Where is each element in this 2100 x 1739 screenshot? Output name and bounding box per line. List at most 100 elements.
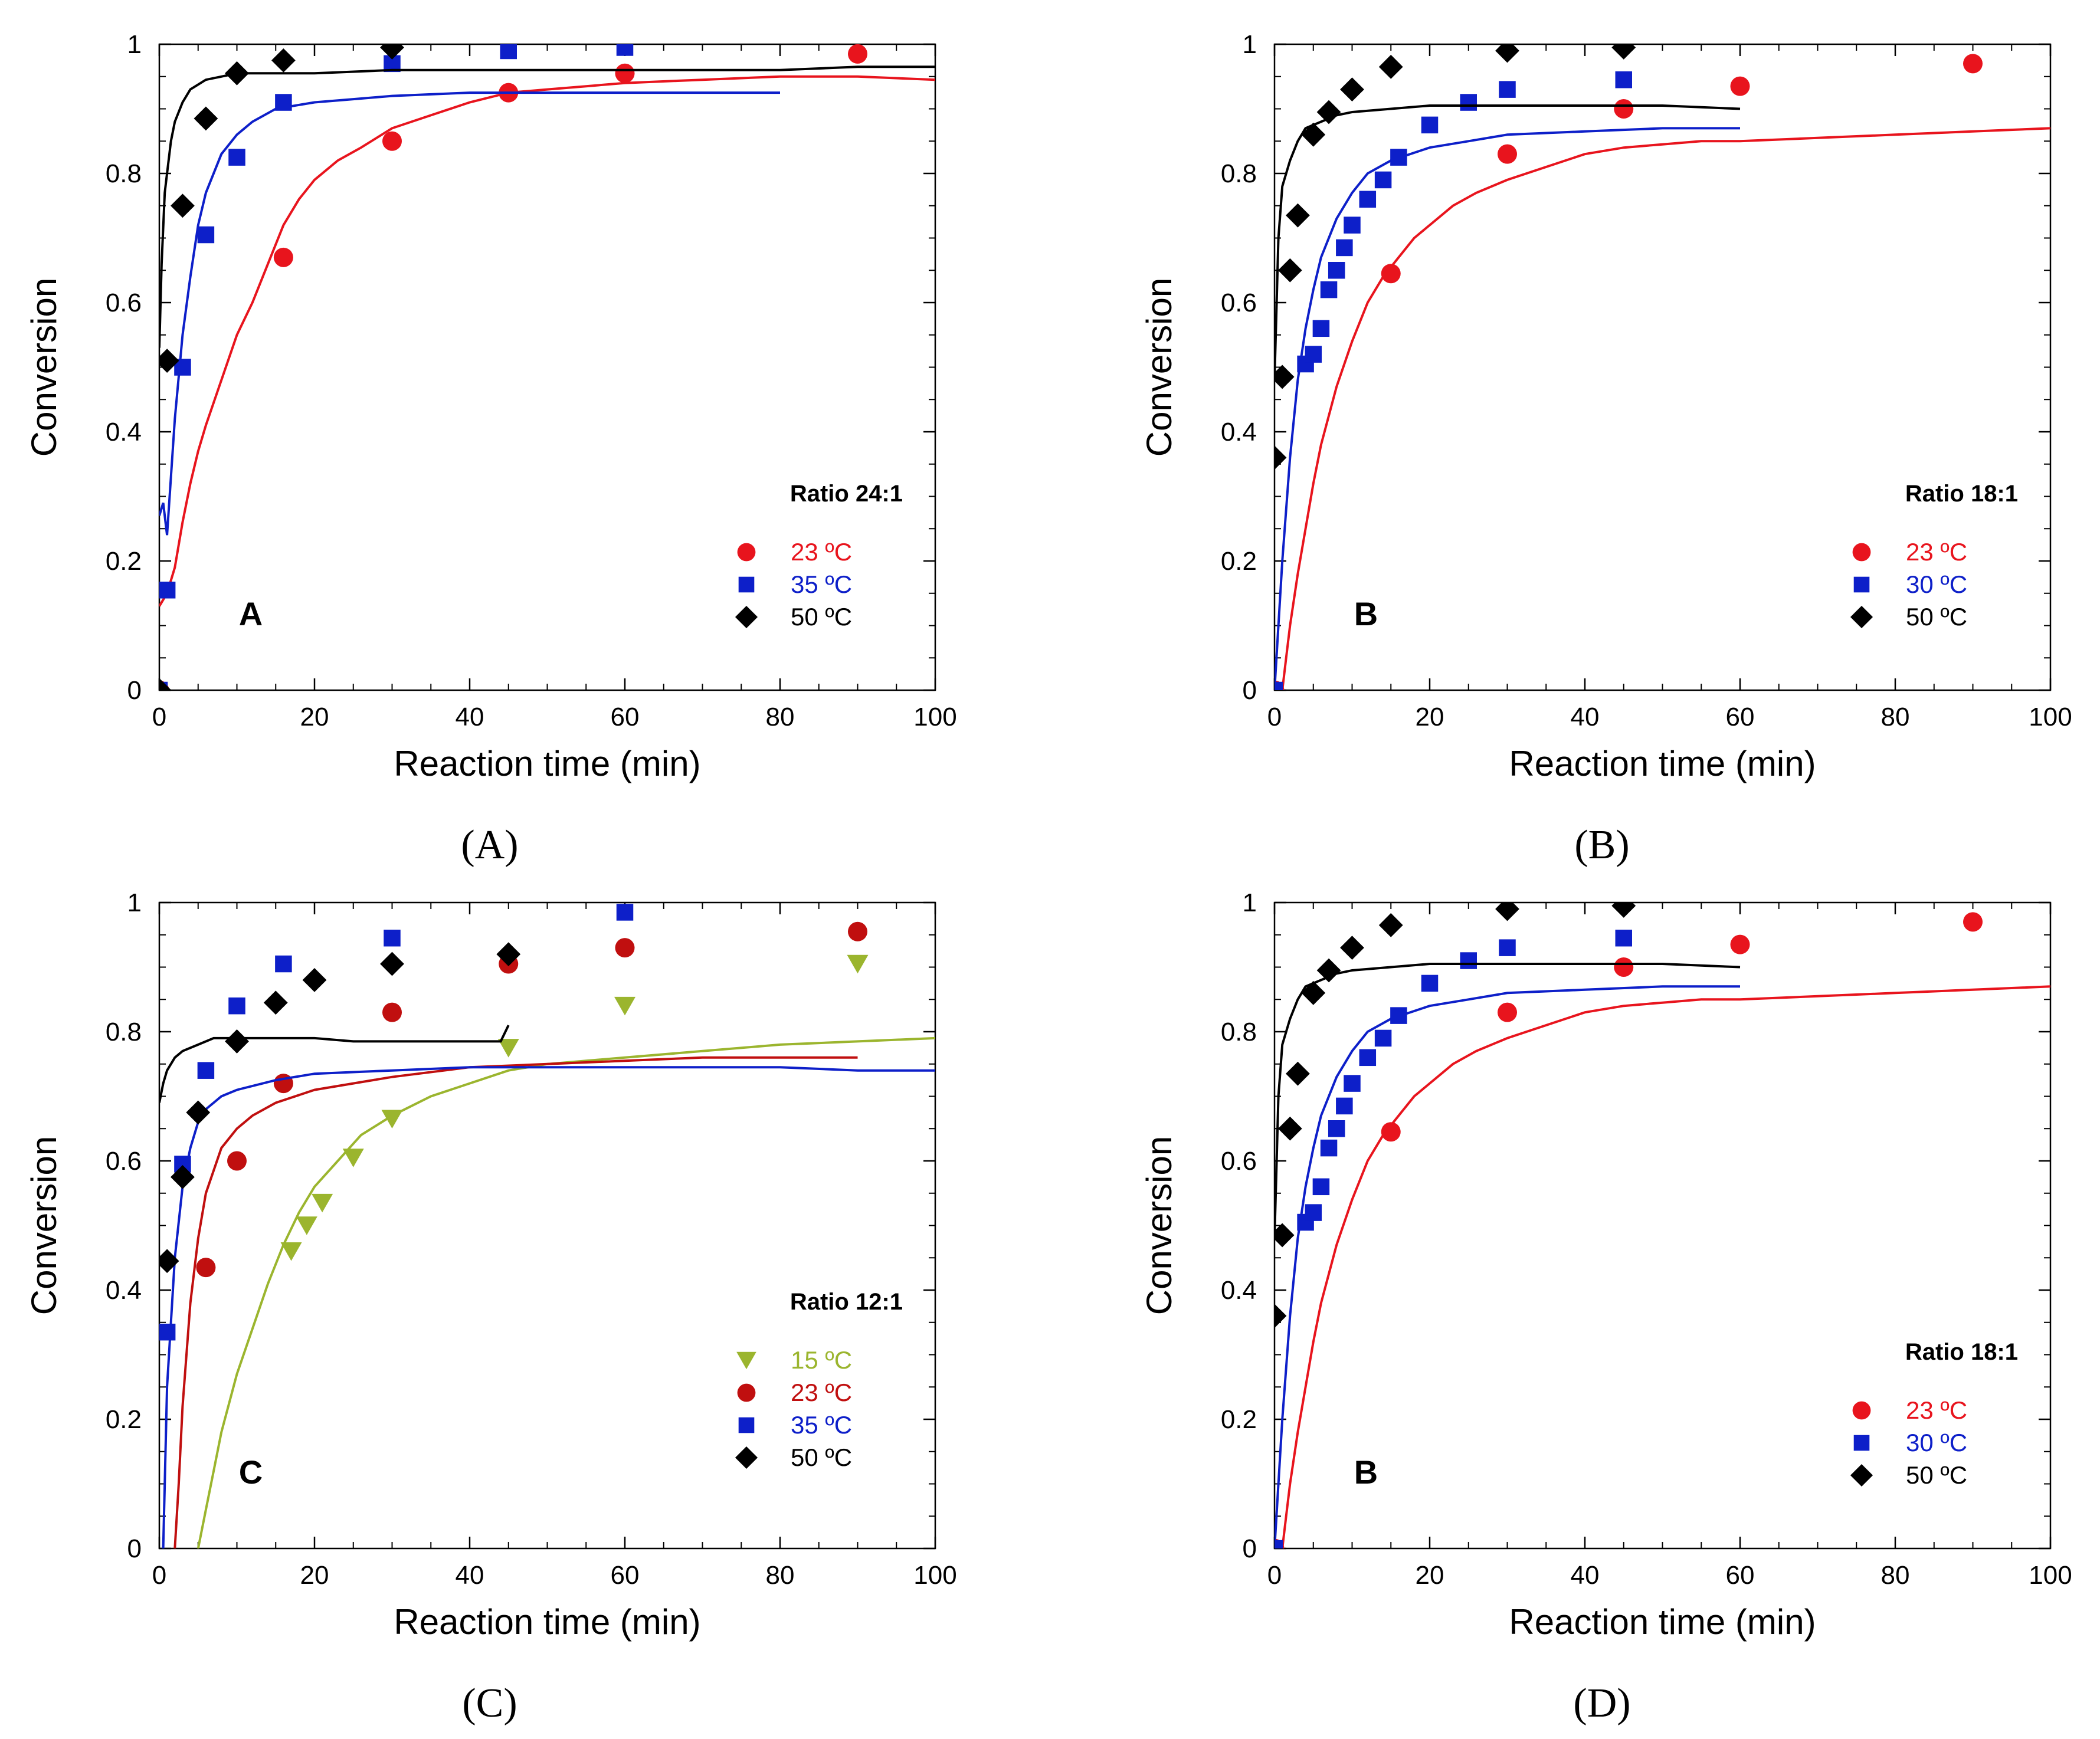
legend-label: 35 ºC	[791, 570, 852, 598]
data-point	[1495, 903, 1519, 921]
data-point	[228, 997, 245, 1015]
y-tick-label: 1	[127, 30, 142, 59]
legend-marker	[1850, 605, 1873, 629]
legend-marker	[736, 1351, 756, 1370]
data-point	[1495, 44, 1519, 63]
data-point	[1301, 980, 1326, 1005]
legend-label: 15 ºC	[791, 1346, 852, 1374]
data-point	[616, 904, 634, 921]
data-point	[1381, 264, 1401, 284]
data-point	[1328, 1120, 1345, 1137]
data-point	[159, 1249, 179, 1274]
series-0	[159, 44, 935, 690]
data-point	[1316, 100, 1341, 124]
data-point	[1340, 77, 1364, 102]
x-tick-label: 0	[1267, 1561, 1282, 1590]
panel-caption: (C)	[462, 1681, 517, 1726]
data-point	[382, 131, 402, 151]
data-point	[500, 44, 517, 60]
data-point	[228, 149, 245, 166]
data-point	[1275, 1540, 1283, 1548]
data-point	[1381, 1122, 1401, 1142]
chart-panel-4: 0 20 40 60 80 100 0 0.2 0.4 0.6 0.8 1 Reaction time …	[1139, 888, 2072, 1726]
x-tick-label: 100	[2029, 703, 2072, 731]
data-point	[1730, 934, 1750, 954]
data-point	[1344, 216, 1361, 234]
data-point	[1328, 262, 1345, 279]
y-tick-label: 1	[127, 888, 142, 917]
x-tick-label: 80	[766, 703, 795, 731]
series-0	[1275, 54, 2050, 690]
data-point	[159, 582, 176, 599]
data-point	[1359, 191, 1377, 208]
legend-title: Ratio 24:1	[790, 481, 903, 507]
y-tick-label: 0.8	[1221, 159, 1257, 188]
data-point	[1614, 957, 1634, 977]
data-point	[159, 1323, 176, 1341]
data-point	[1275, 681, 1283, 690]
data-point	[197, 1062, 215, 1079]
data-point	[497, 1039, 519, 1058]
y-tick-label: 0.8	[106, 1018, 142, 1046]
data-point	[614, 996, 635, 1016]
data-point	[171, 193, 195, 218]
data-point	[312, 1193, 333, 1213]
series-line	[173, 1056, 858, 1548]
data-point	[1378, 913, 1403, 937]
legend-marker	[735, 605, 758, 629]
panel-caption: (D)	[1573, 1681, 1630, 1726]
data-point	[1963, 54, 1983, 74]
x-tick-label: 0	[152, 1561, 166, 1590]
legend-label: 23 ºC	[791, 1379, 852, 1406]
y-tick-label: 0.2	[1221, 547, 1257, 576]
x-tick-label: 20	[300, 1561, 329, 1590]
series-line	[159, 1025, 510, 1103]
panel-letter: C	[239, 1453, 263, 1491]
legend-marker	[1853, 1435, 1870, 1451]
data-point	[1498, 144, 1517, 164]
x-tick-label: 100	[913, 703, 956, 731]
series-1	[159, 44, 780, 690]
data-point	[275, 94, 292, 111]
series-1	[1275, 71, 1740, 690]
series-line	[1281, 127, 2050, 690]
data-point	[1275, 1304, 1287, 1328]
data-point	[1499, 81, 1516, 98]
data-point	[615, 63, 635, 83]
y-tick-label: 1	[1243, 30, 1257, 59]
data-point	[1615, 71, 1632, 88]
legend-label: 50 ºC	[791, 1443, 852, 1471]
series-line	[1275, 963, 1741, 1239]
panel-letter: B	[1354, 1453, 1378, 1491]
x-tick-label: 80	[1881, 1561, 1910, 1590]
data-point	[1336, 1097, 1353, 1115]
data-point	[1614, 99, 1634, 119]
series-2	[1275, 44, 1741, 470]
panel-letter: A	[239, 595, 263, 632]
data-point	[171, 1164, 195, 1189]
data-point	[342, 1149, 364, 1167]
data-point	[1312, 1178, 1330, 1196]
data-point	[1320, 281, 1338, 298]
legend-marker	[1852, 1401, 1871, 1420]
data-point	[1305, 1204, 1322, 1221]
y-tick-label: 0.4	[106, 1276, 142, 1305]
panel-caption: (B)	[1574, 822, 1629, 868]
panel-letter: B	[1354, 595, 1378, 632]
y-tick-label: 0.4	[1221, 1276, 1257, 1305]
x-axis-label: Reaction time (min)	[1509, 744, 1816, 783]
series-2	[1275, 903, 1741, 1328]
data-point	[1336, 239, 1353, 257]
data-point	[1611, 903, 1636, 918]
legend-label: 50 ºC	[1906, 603, 1967, 631]
y-axis-label: Conversion	[24, 1136, 64, 1315]
chart-panel-1: 0 20 40 60 80 100 0 0.2 0.4 0.6 0.8 1 Reaction time …	[24, 30, 957, 868]
data-point	[275, 955, 292, 973]
data-point	[197, 226, 215, 244]
legend-marker	[738, 576, 755, 593]
legend-marker	[1853, 576, 1870, 593]
legend-marker	[1852, 543, 1871, 562]
data-point	[159, 349, 179, 373]
data-point	[1460, 952, 1477, 969]
data-point	[186, 1100, 211, 1125]
